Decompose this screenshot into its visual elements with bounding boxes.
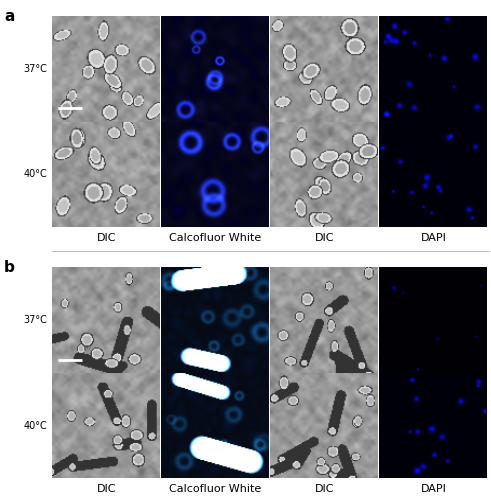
- Text: Calcofluor White: Calcofluor White: [169, 484, 262, 494]
- Text: a: a: [4, 9, 14, 24]
- Text: 37°C: 37°C: [24, 64, 48, 74]
- Text: DIC: DIC: [315, 232, 334, 242]
- Text: 37°C: 37°C: [24, 315, 48, 325]
- Text: DIC: DIC: [315, 484, 334, 494]
- Text: Calcofluor White: Calcofluor White: [169, 232, 262, 242]
- Text: DIC: DIC: [96, 232, 116, 242]
- Text: 40°C: 40°C: [24, 420, 48, 430]
- Text: 40°C: 40°C: [24, 170, 48, 179]
- Text: b: b: [4, 260, 15, 275]
- Text: DAPI: DAPI: [421, 484, 447, 494]
- Text: DAPI: DAPI: [421, 232, 447, 242]
- Text: DIC: DIC: [96, 484, 116, 494]
